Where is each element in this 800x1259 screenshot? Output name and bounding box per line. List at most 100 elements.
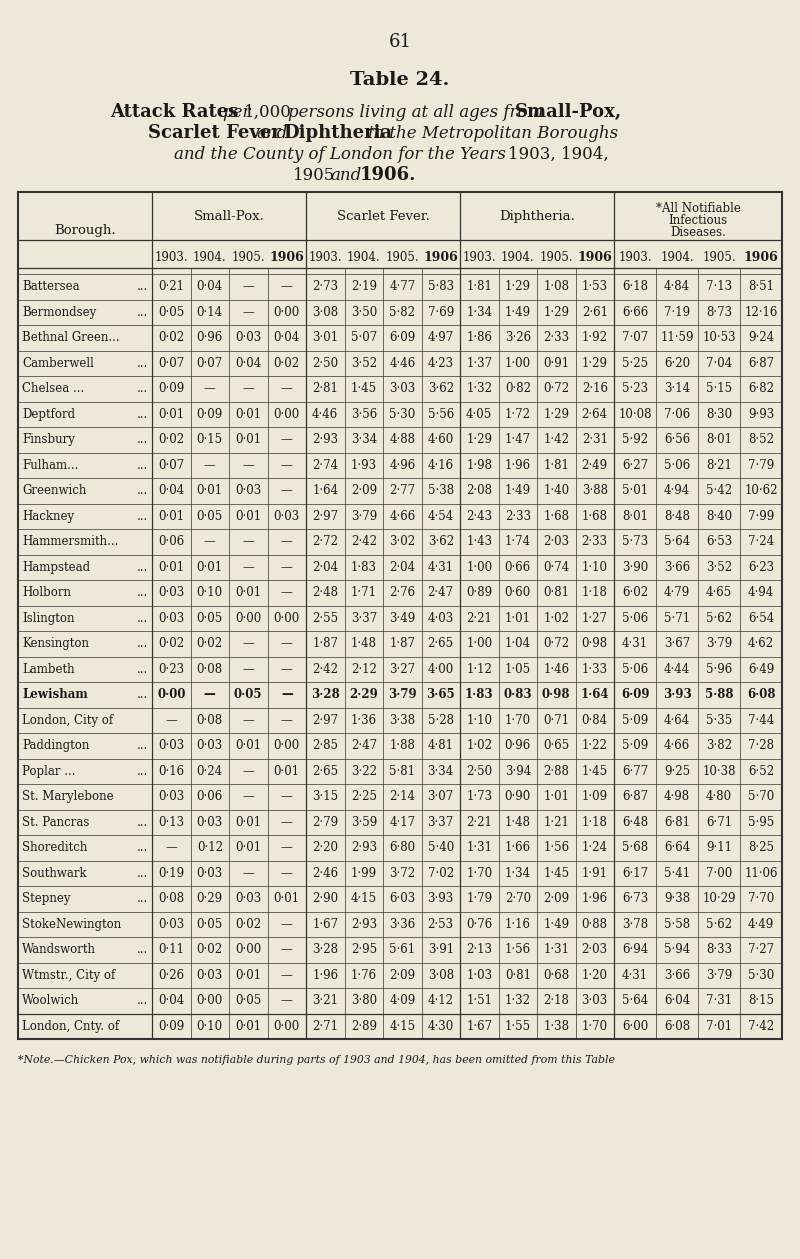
Text: 1·00: 1·00 xyxy=(505,356,531,370)
Text: 3·49: 3·49 xyxy=(389,612,415,624)
Text: —: — xyxy=(281,281,293,293)
Text: 0·05: 0·05 xyxy=(158,306,184,319)
Text: ...: ... xyxy=(137,943,148,957)
Text: 1·88: 1·88 xyxy=(390,739,415,752)
Text: 1·31: 1·31 xyxy=(543,943,570,957)
Text: 1·64: 1·64 xyxy=(581,689,609,701)
Text: 2·12: 2·12 xyxy=(351,662,377,676)
Text: 5·61: 5·61 xyxy=(389,943,415,957)
Text: —: — xyxy=(242,306,254,319)
Text: 8·25: 8·25 xyxy=(748,841,774,855)
Text: 0·83: 0·83 xyxy=(503,689,532,701)
Text: 8·40: 8·40 xyxy=(706,510,732,522)
Text: ...: ... xyxy=(137,995,148,1007)
Text: 4·94: 4·94 xyxy=(664,485,690,497)
Text: 4·97: 4·97 xyxy=(428,331,454,344)
Text: Deptford: Deptford xyxy=(22,408,75,421)
Text: 0·08: 0·08 xyxy=(197,714,223,726)
Text: 0·06: 0·06 xyxy=(197,791,223,803)
Text: —: — xyxy=(242,662,254,676)
Text: Wtmstr., City of: Wtmstr., City of xyxy=(22,968,115,982)
Text: ...: ... xyxy=(137,637,148,650)
Text: 1906: 1906 xyxy=(744,251,778,263)
Text: —: — xyxy=(281,433,293,446)
Text: 2·29: 2·29 xyxy=(350,689,378,701)
Text: 7·27: 7·27 xyxy=(748,943,774,957)
Text: 0·03: 0·03 xyxy=(158,587,184,599)
Text: persons living at all ages from: persons living at all ages from xyxy=(288,103,543,121)
Text: 0·12: 0·12 xyxy=(197,841,222,855)
Text: —: — xyxy=(204,458,216,472)
Text: 4·09: 4·09 xyxy=(389,995,415,1007)
Text: 4·15: 4·15 xyxy=(350,893,377,905)
Text: 0·05: 0·05 xyxy=(197,612,223,624)
Text: Borough.: Borough. xyxy=(54,224,116,237)
Text: 2·42: 2·42 xyxy=(312,662,338,676)
Text: 1·70: 1·70 xyxy=(466,866,492,880)
Text: —: — xyxy=(281,968,293,982)
Text: 3·56: 3·56 xyxy=(350,408,377,421)
Text: 6·17: 6·17 xyxy=(622,866,648,880)
Text: ...: ... xyxy=(137,893,148,905)
Text: 4·49: 4·49 xyxy=(748,918,774,930)
Text: 1·42: 1·42 xyxy=(543,433,570,446)
Text: 3·90: 3·90 xyxy=(622,560,648,574)
Text: 2·46: 2·46 xyxy=(312,866,338,880)
Text: ...: ... xyxy=(137,689,148,701)
Text: 1·01: 1·01 xyxy=(505,612,530,624)
Text: 7·00: 7·00 xyxy=(706,866,732,880)
Text: 1·38: 1·38 xyxy=(543,1020,570,1032)
Text: 5·07: 5·07 xyxy=(350,331,377,344)
Text: 0·71: 0·71 xyxy=(543,714,570,726)
Text: 1·74: 1·74 xyxy=(505,535,531,548)
Text: —: — xyxy=(166,714,177,726)
Text: 6·49: 6·49 xyxy=(748,662,774,676)
Text: 2·97: 2·97 xyxy=(312,714,338,726)
Text: Lambeth: Lambeth xyxy=(22,662,74,676)
Text: 0·01: 0·01 xyxy=(235,433,262,446)
Text: 0·01: 0·01 xyxy=(274,764,300,778)
Text: 6·48: 6·48 xyxy=(622,816,648,828)
Text: 2·33: 2·33 xyxy=(582,535,608,548)
Text: 0·01: 0·01 xyxy=(235,739,262,752)
Text: 6·00: 6·00 xyxy=(622,1020,648,1032)
Text: Bermondsey: Bermondsey xyxy=(22,306,96,319)
Text: 3·03: 3·03 xyxy=(582,995,608,1007)
Text: 1·64: 1·64 xyxy=(312,485,338,497)
Text: 0·00: 0·00 xyxy=(235,612,262,624)
Text: 2·89: 2·89 xyxy=(350,1020,377,1032)
Text: 2·65: 2·65 xyxy=(312,764,338,778)
Text: 0·03: 0·03 xyxy=(235,331,262,344)
Text: 4·62: 4·62 xyxy=(748,637,774,650)
Text: Holborn: Holborn xyxy=(22,587,71,599)
Text: 5·64: 5·64 xyxy=(664,535,690,548)
Text: 0·26: 0·26 xyxy=(158,968,184,982)
Text: 2·49: 2·49 xyxy=(582,458,608,472)
Text: Kensington: Kensington xyxy=(22,637,89,650)
Text: 0·04: 0·04 xyxy=(274,331,300,344)
Text: —: — xyxy=(242,458,254,472)
Text: 4·31: 4·31 xyxy=(622,968,648,982)
Text: 5·82: 5·82 xyxy=(390,306,415,319)
Text: 1·33: 1·33 xyxy=(582,662,608,676)
Text: 1·32: 1·32 xyxy=(466,383,492,395)
Text: —: — xyxy=(204,383,216,395)
Text: 0·03: 0·03 xyxy=(158,612,184,624)
Text: 0·03: 0·03 xyxy=(274,510,300,522)
Text: 0·02: 0·02 xyxy=(197,943,223,957)
Text: 5·88: 5·88 xyxy=(705,689,734,701)
Text: 0·09: 0·09 xyxy=(197,408,223,421)
Text: and: and xyxy=(330,166,362,184)
Text: Southwark: Southwark xyxy=(22,866,86,880)
Text: 5·30: 5·30 xyxy=(748,968,774,982)
Text: —: — xyxy=(242,764,254,778)
Text: ...: ... xyxy=(137,510,148,522)
Text: 1·87: 1·87 xyxy=(390,637,415,650)
Text: 1·99: 1·99 xyxy=(350,866,377,880)
Text: 11·06: 11·06 xyxy=(744,866,778,880)
Text: 3·03: 3·03 xyxy=(389,383,415,395)
Text: Finsbury: Finsbury xyxy=(22,433,75,446)
Text: Battersea: Battersea xyxy=(22,281,80,293)
Text: 3·62: 3·62 xyxy=(428,535,454,548)
Text: —: — xyxy=(281,662,293,676)
